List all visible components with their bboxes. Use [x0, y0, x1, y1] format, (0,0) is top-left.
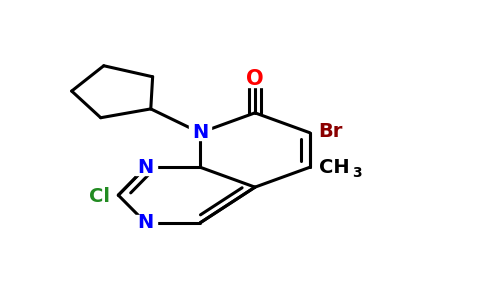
Text: O: O	[246, 69, 264, 89]
Text: N: N	[192, 123, 208, 142]
Bar	[135, 160, 157, 175]
Text: N: N	[137, 158, 154, 177]
Bar	[245, 71, 265, 87]
Bar	[135, 215, 157, 230]
Text: Br: Br	[318, 122, 343, 141]
Text: 3: 3	[352, 166, 362, 180]
Text: Cl: Cl	[89, 187, 110, 206]
Bar	[189, 125, 211, 140]
Text: N: N	[137, 213, 154, 232]
Text: CH: CH	[318, 158, 349, 177]
